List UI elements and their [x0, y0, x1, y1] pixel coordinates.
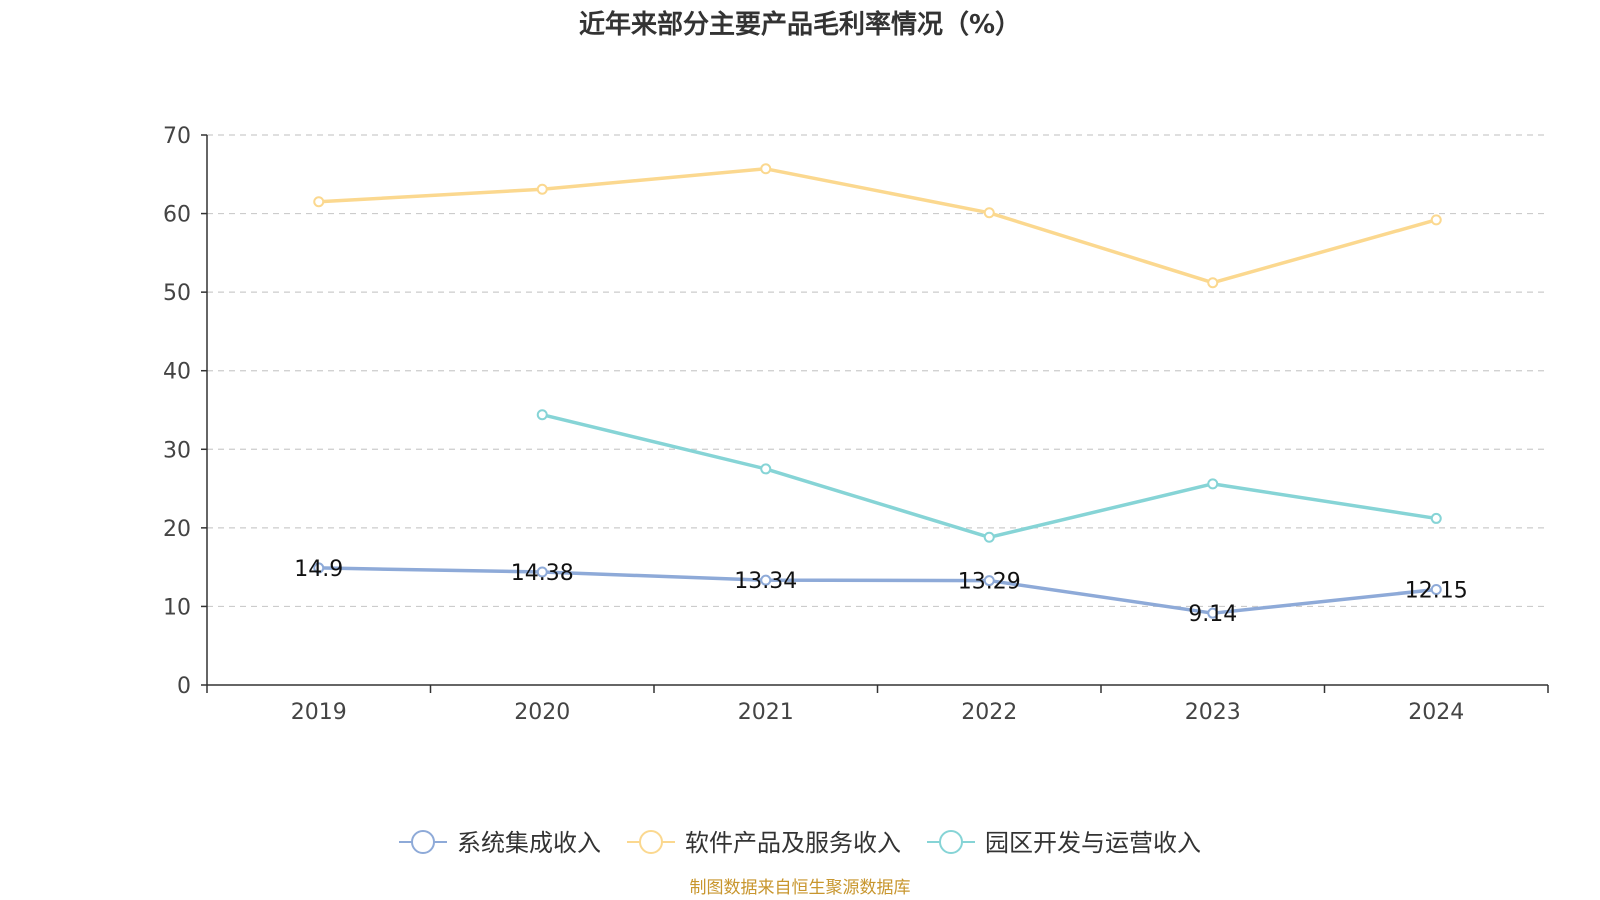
data-point	[536, 566, 548, 578]
legend-marker-3	[939, 830, 963, 854]
data-point	[1207, 607, 1219, 619]
series-line-2	[318, 167, 1437, 285]
series-line-1	[318, 566, 1437, 615]
x-tick-label: 2020	[514, 700, 570, 725]
series-line-3	[541, 413, 1437, 540]
data-label: 14.38	[511, 561, 574, 586]
data-point	[313, 562, 325, 574]
chart-title: 近年来部分主要产品毛利率情况（%）	[578, 10, 1022, 40]
legend-label: 软件产品及服务收入	[685, 829, 901, 857]
data-point	[536, 183, 548, 195]
y-tick-label: 50	[163, 281, 191, 306]
y-tick-label: 60	[163, 203, 191, 228]
data-point	[983, 207, 995, 219]
data-point	[536, 409, 548, 421]
x-tick-label: 2019	[291, 700, 347, 725]
data-point	[1207, 478, 1219, 490]
source-note: 制图数据来自恒生聚源数据库	[689, 878, 911, 898]
y-tick-label: 20	[163, 517, 191, 542]
y-tick-label: 10	[163, 595, 191, 620]
data-point	[760, 163, 772, 175]
data-point	[760, 574, 772, 586]
x-tick-label: 2022	[961, 700, 1017, 725]
data-point	[1430, 512, 1442, 524]
data-point	[760, 463, 772, 475]
data-point	[313, 196, 325, 208]
x-tick-label: 2024	[1408, 700, 1464, 725]
legend-marker-1	[411, 830, 435, 854]
x-tick-label: 2023	[1185, 700, 1241, 725]
y-tick-label: 0	[177, 674, 191, 699]
legend-label: 园区开发与运营收入	[985, 829, 1201, 857]
x-tick-label: 2021	[738, 700, 794, 725]
legend-marker-2	[639, 830, 663, 854]
data-point	[1430, 584, 1442, 596]
data-point	[983, 531, 995, 543]
data-label: 13.34	[734, 569, 797, 594]
data-point	[983, 575, 995, 587]
y-tick-label: 30	[163, 438, 191, 463]
data-label: 13.29	[958, 570, 1021, 595]
data-point	[1430, 214, 1442, 226]
data-label: 14.9	[294, 557, 343, 582]
data-label: 12.15	[1405, 579, 1468, 604]
y-tick-label: 40	[163, 360, 191, 385]
y-tick-label: 70	[163, 124, 191, 149]
data-label: 9.14	[1188, 602, 1237, 627]
legend-label: 系统集成收入	[457, 829, 601, 857]
data-point	[1207, 277, 1219, 289]
